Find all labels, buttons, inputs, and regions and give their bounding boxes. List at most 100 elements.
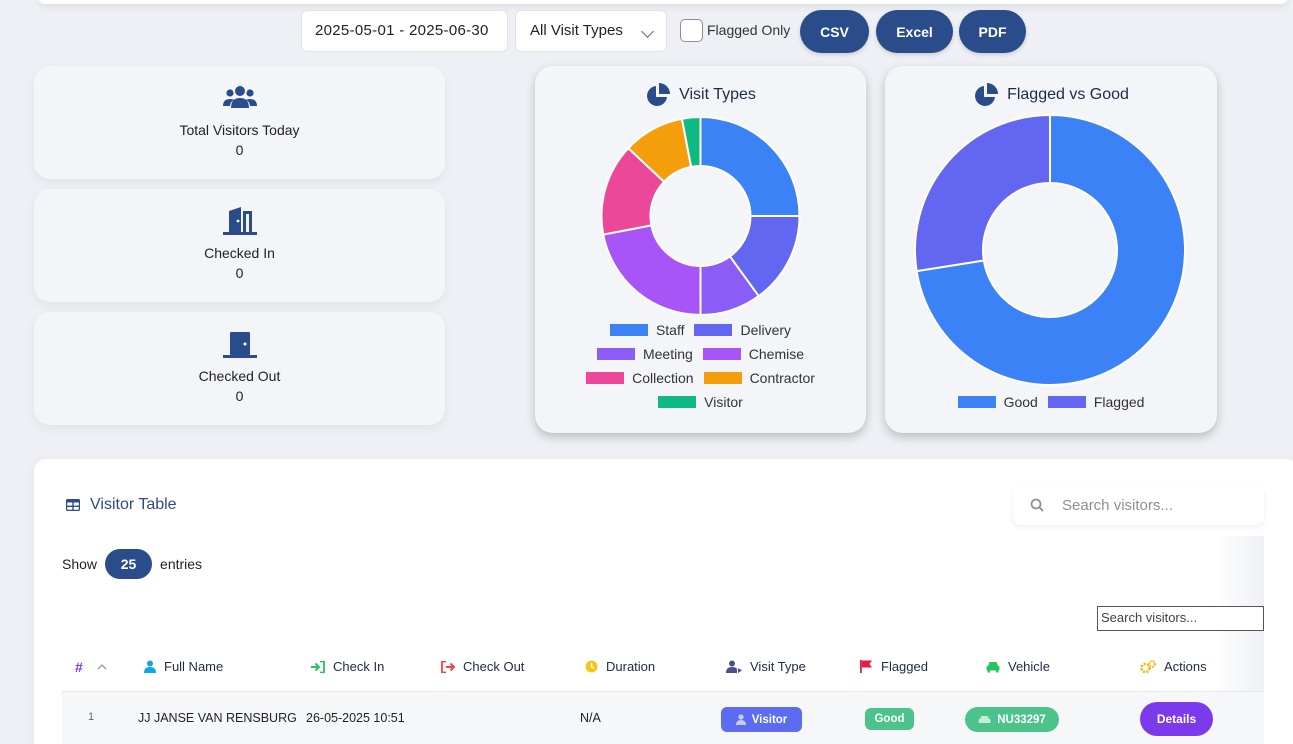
th-duration-label: Duration: [606, 659, 656, 674]
visit-types-chart-card: Visit Types Staff Delivery Meeting Chemi…: [535, 66, 866, 433]
cell-check-in: 26-05-2025 10:51: [306, 711, 405, 725]
legend-label: Chemise: [748, 346, 805, 362]
flagged-status-badge: Good: [865, 708, 914, 730]
stat-label: Checked Out: [198, 368, 281, 384]
legend-row: Collection Contractor: [535, 370, 866, 386]
table-icon: [66, 499, 80, 511]
entries-select[interactable]: 25: [105, 549, 153, 579]
legend-item-chemise[interactable]: Chemise: [702, 346, 805, 362]
legend-row: Meeting Chemise: [535, 346, 866, 362]
legend-item-visitor[interactable]: Visitor: [658, 394, 743, 410]
legend-item-staff[interactable]: Staff: [609, 322, 685, 338]
vehicle-badge: NU33297: [965, 707, 1059, 732]
stat-value: 0: [235, 142, 244, 158]
cell-full-name: JJ JANSE VAN RENSBURG: [138, 711, 297, 725]
chart-title-text: Visit Types: [679, 86, 756, 103]
pie-chart-icon: [647, 83, 671, 106]
th-index-label: #: [75, 659, 83, 675]
legend-item-good[interactable]: Good: [957, 394, 1038, 410]
th-actions[interactable]: Actions: [1140, 659, 1207, 674]
legend-row: Good Flagged: [885, 394, 1217, 410]
legend-swatch: [702, 348, 741, 360]
cogs-icon: [1140, 659, 1156, 673]
pdf-export-button[interactable]: PDF: [959, 10, 1026, 53]
table-search-input[interactable]: Search visitors...: [1097, 606, 1264, 631]
legend-label: Visitor: [704, 394, 743, 410]
flagged-only-label: Flagged Only: [707, 22, 791, 38]
legend-swatch: [609, 324, 648, 336]
excel-export-button[interactable]: Excel: [876, 10, 953, 53]
th-index[interactable]: #: [75, 659, 107, 675]
donut-slice-staff[interactable]: [699, 115, 801, 217]
chart-title: Visit Types: [535, 82, 866, 108]
th-vehicle-label: Vehicle: [1008, 659, 1050, 674]
donut-slice-flagged[interactable]: [914, 113, 1051, 273]
legend-label: Flagged: [1093, 394, 1145, 410]
th-full-name[interactable]: Full Name: [144, 659, 223, 674]
legend-item-meeting[interactable]: Meeting: [596, 346, 693, 362]
stat-value: 0: [235, 388, 244, 404]
legend-swatch: [658, 396, 697, 408]
th-visit-type[interactable]: Visit Type: [726, 659, 806, 674]
details-button[interactable]: Details: [1140, 702, 1213, 736]
search-visitors-input[interactable]: Search visitors...: [1013, 485, 1264, 525]
csv-export-button[interactable]: CSV: [800, 10, 869, 53]
th-flagged-label: Flagged: [881, 659, 928, 674]
th-check-in-label: Check In: [333, 659, 385, 674]
sign-out-icon: [441, 660, 455, 673]
legend-label: Staff: [655, 322, 685, 338]
legend-swatch: [1047, 396, 1086, 408]
stat-card-checked-out: Checked Out 0: [34, 312, 445, 425]
show-label: Show: [62, 556, 98, 572]
th-full-name-label: Full Name: [164, 659, 224, 674]
visitor-table-title: Visitor Table: [66, 496, 177, 514]
vehicle-plate: NU33297: [997, 713, 1046, 726]
legend-label: Contractor: [749, 370, 815, 386]
user-icon: [735, 714, 746, 725]
stat-label: Total Visitors Today: [179, 122, 300, 138]
stat-label: Checked In: [204, 245, 275, 261]
flagged-only-checkbox[interactable]: [680, 19, 703, 42]
user-icon: [144, 660, 156, 673]
date-range-input[interactable]: 2025-05-01 - 2025-06-30: [301, 10, 508, 52]
legend-label: Meeting: [642, 346, 693, 362]
donut-slice-visitor[interactable]: [680, 115, 702, 169]
visit-types-donut: [600, 115, 801, 317]
th-check-out[interactable]: Check Out: [441, 659, 524, 674]
legend-label: Delivery: [740, 322, 792, 338]
flagged-status-label: Good: [874, 713, 905, 725]
door-closed-icon: [222, 330, 257, 363]
cell-index: 1: [88, 711, 95, 723]
donut-slice-chemise[interactable]: [602, 224, 702, 317]
visit-type-badge: Visitor: [721, 707, 802, 732]
legend-swatch: [596, 348, 635, 360]
legend-item-delivery[interactable]: Delivery: [694, 322, 791, 338]
cell-duration: N/A: [580, 711, 601, 725]
legend-swatch: [957, 396, 996, 408]
th-flagged[interactable]: Flagged: [860, 659, 928, 674]
visit-type-badge-label: Visitor: [751, 713, 788, 726]
search-placeholder: Search visitors...: [1062, 496, 1173, 514]
legend-label: Collection: [632, 370, 694, 386]
user-tag-icon: [726, 660, 742, 673]
sort-asc-icon: [97, 664, 107, 670]
legend-item-flagged[interactable]: Flagged: [1047, 394, 1145, 410]
table-row[interactable]: [62, 691, 1264, 744]
legend-swatch: [586, 372, 625, 384]
th-vehicle[interactable]: Vehicle: [986, 659, 1050, 674]
legend-item-collection[interactable]: Collection: [586, 370, 694, 386]
legend-row: Staff Delivery: [535, 322, 866, 338]
th-check-in[interactable]: Check In: [311, 659, 384, 674]
donut-slice-good[interactable]: [915, 113, 1186, 386]
clock-icon: [585, 660, 598, 673]
top-panel-edge: [38, 0, 1288, 4]
search-icon: [1030, 498, 1044, 512]
visitor-table-title-text: Visitor Table: [90, 496, 177, 513]
legend-item-contractor[interactable]: Contractor: [703, 370, 815, 386]
th-duration[interactable]: Duration: [585, 659, 655, 674]
legend-swatch: [703, 372, 742, 384]
chart-title-text: Flagged vs Good: [1007, 86, 1129, 103]
visit-type-select-value: All Visit Types: [530, 22, 623, 39]
visitor-table-card: Visitor Table Search visitors... Show 25…: [34, 459, 1293, 744]
visit-type-select[interactable]: All Visit Types: [515, 10, 667, 52]
